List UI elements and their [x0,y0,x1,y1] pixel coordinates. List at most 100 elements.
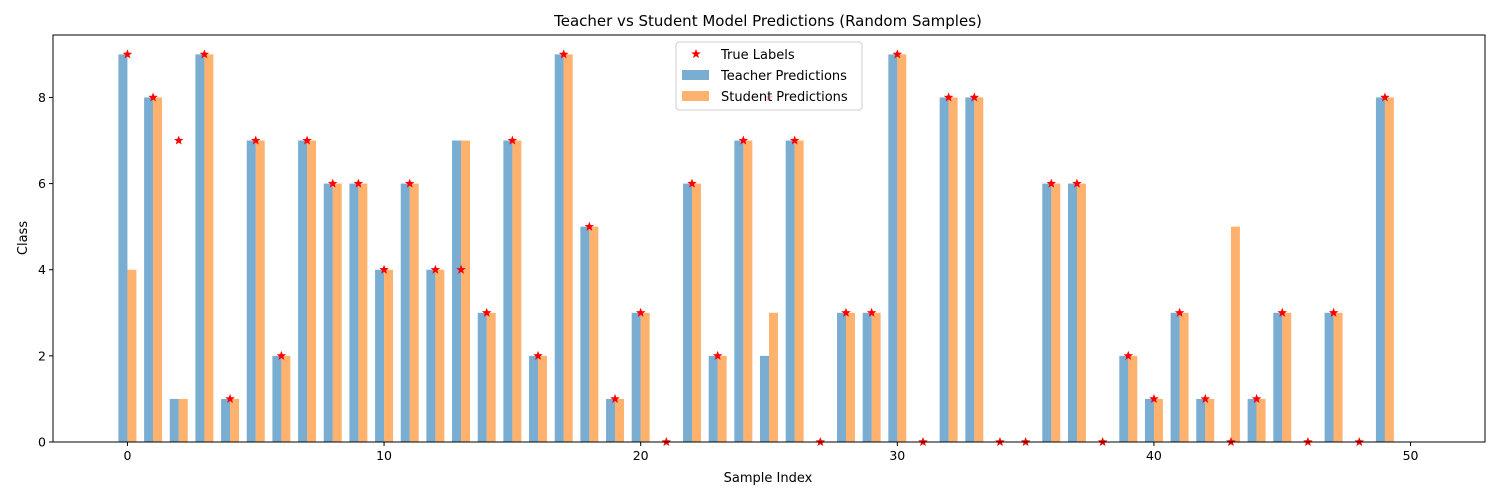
student-bar [230,398,240,442]
legend-student-swatch [682,91,709,101]
teacher-bar [272,355,282,442]
x-tick-label: 20 [633,448,649,463]
legend: True Labels Teacher Predictions Student Pr… [675,41,863,111]
student-bar [717,355,727,442]
x-axis: 0 10 20 30 40 50 [123,442,1419,463]
x-tick-label: 10 [376,448,392,463]
student-bar [178,398,188,442]
y-tick-label: 0 [38,435,46,450]
student-bar [1051,183,1061,443]
true-label-marker [1328,307,1339,317]
teacher-bar [529,355,539,442]
true-label-marker [533,350,543,360]
student-bar [743,140,753,442]
teacher-bar [888,54,898,442]
teacher-bar [1042,183,1052,443]
y-tick-label: 8 [38,90,46,105]
legend-teacher-label: Teacher Predictions [720,69,847,84]
true-label-marker [327,178,338,188]
true-label-marker [250,135,261,145]
teacher-bar [1375,97,1385,442]
true-label-marker [148,92,158,102]
student-bar [1205,398,1215,442]
student-bar [1282,312,1292,442]
true-label-marker [379,264,389,274]
student-bar [538,355,548,442]
student-bar [332,183,342,443]
teacher-bar [631,312,641,442]
student-bar [1128,355,1138,442]
teacher-bar [708,355,718,442]
student-bar [358,183,368,443]
legend-true-labels-marker [691,49,701,59]
x-tick-label: 0 [123,448,131,463]
true-label-marker [635,307,646,317]
plot-frame [52,34,1486,443]
true-label-marker [1200,393,1211,403]
student-bar [1384,97,1394,442]
true-label-marker [302,135,312,145]
student-bar [255,140,265,442]
student-bar [871,312,881,442]
teacher-bar [375,269,385,442]
y-axis-label: Class [16,221,31,255]
teacher-bar [400,183,410,443]
teacher-bar [195,54,205,442]
student-bar [845,312,855,442]
student-bar [153,97,163,442]
student-bar [692,183,701,443]
teacher-bar [1170,312,1180,442]
true-label-marker [1072,178,1082,188]
student-bar [204,54,214,442]
student-bar [948,97,958,442]
true-label-marker [1277,307,1288,317]
true-label-marker [199,49,210,59]
x-tick-label: 40 [1146,448,1162,463]
true-label-marker [507,135,518,145]
teacher-bar [965,97,975,442]
student-bar [974,97,984,442]
student-bar [307,140,317,442]
student-bar [589,226,599,442]
teacher-bar [1144,398,1154,442]
true-label-marker [943,92,954,102]
teacher-bar [1247,398,1257,442]
student-bar [1333,312,1343,442]
true-label-marker [404,178,415,188]
true-label-marker [1380,92,1390,102]
student-bar [1153,398,1163,442]
teacher-bar [760,355,769,442]
student-bar [563,54,573,442]
true-label-marker [738,135,749,145]
teacher-bar [298,140,308,442]
teacher-bar [144,97,154,442]
student-bar [127,269,137,442]
teacher-bar [477,312,487,442]
teacher-bar [1324,312,1334,442]
true-label-marker [481,307,492,317]
true-label-marker [225,393,235,403]
legend-teacher-swatch [682,70,709,80]
student-bar [281,355,291,442]
true-label-marker [841,307,851,317]
x-axis-label: Sample Index [724,471,813,486]
teacher-bar [554,54,564,442]
student-bar [640,312,650,442]
teacher-bar [1067,183,1077,443]
true-label-marker [969,92,980,102]
student-bar [1076,183,1086,443]
true-label-marker [353,178,364,188]
teacher-bar [503,140,513,442]
y-tick-label: 6 [38,176,46,191]
student-bar [1230,226,1240,442]
teacher-bar [323,183,333,443]
chart-title: Teacher vs Student Model Predictions (Ra… [553,12,982,30]
legend-true-labels-label: True Labels [720,48,795,63]
legend-frame [675,41,863,111]
true-label-marker [1123,350,1134,360]
x-tick-label: 50 [1403,448,1419,463]
student-bar [384,269,394,442]
y-tick-label: 4 [38,262,46,277]
legend-student-label: Student Predictions [721,90,848,105]
